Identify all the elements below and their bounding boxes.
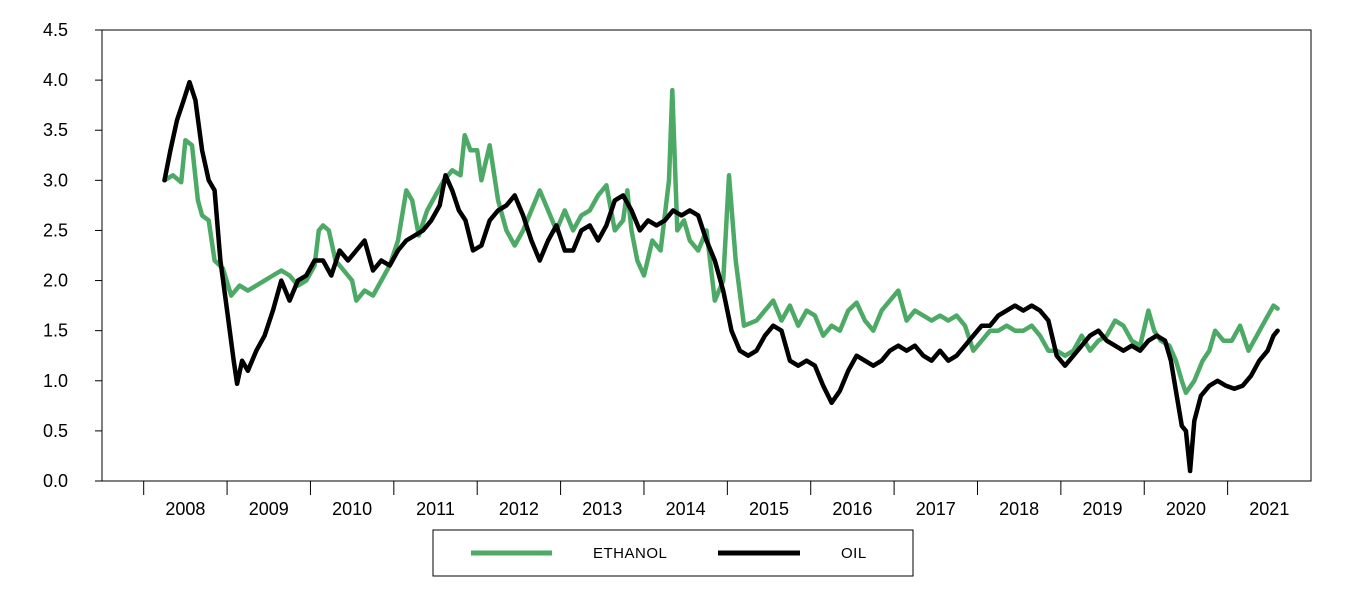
- y-tick-label: 3.5: [43, 120, 68, 140]
- x-tick-label: 2012: [499, 499, 539, 519]
- x-tick-label: 2016: [832, 499, 872, 519]
- x-tick-label: 2021: [1249, 499, 1289, 519]
- y-tick-label: 1.5: [43, 321, 68, 341]
- x-tick-label: 2020: [1166, 499, 1206, 519]
- plot-area: [101, 29, 1312, 482]
- legend: ETHANOL OIL: [432, 529, 914, 577]
- series-line-oil: [162, 79, 1280, 474]
- x-tick-label: 2008: [165, 499, 205, 519]
- x-axis: 2008 2009 2010 2011 2012 2013 2014 2015 2016 2017…: [143, 481, 1289, 519]
- y-tick-label: 2.5: [43, 220, 68, 240]
- x-tick-label: 2013: [582, 499, 622, 519]
- series-layer: [162, 79, 1280, 474]
- y-tick-label: 2.0: [43, 271, 68, 291]
- y-tick-label: 4.0: [43, 70, 68, 90]
- x-tick-label: 2018: [999, 499, 1039, 519]
- x-tick-label: 2009: [249, 499, 289, 519]
- legend-label-ethanol: ETHANOL: [593, 545, 667, 562]
- y-tick-label: 1.0: [43, 371, 68, 391]
- y-tick-label: 0.0: [43, 471, 68, 491]
- y-axis: 0.0 0.5 1.0 1.5 2.0 2.5 3.0 3.5 4.0 4.5: [43, 20, 102, 491]
- x-tick-label: 2017: [916, 499, 956, 519]
- legend-label-oil: OIL: [841, 545, 867, 562]
- y-tick-label: 3.0: [43, 170, 68, 190]
- x-tick-label: 2010: [332, 499, 372, 519]
- x-tick-label: 2011: [416, 499, 455, 519]
- series-line-ethanol: [162, 87, 1280, 396]
- x-tick-label: 2015: [749, 499, 789, 519]
- y-tick-label: 4.5: [43, 20, 68, 40]
- y-tick-label: 0.5: [43, 421, 68, 441]
- x-tick-label: 2019: [1083, 499, 1123, 519]
- x-tick-label: 2014: [666, 499, 706, 519]
